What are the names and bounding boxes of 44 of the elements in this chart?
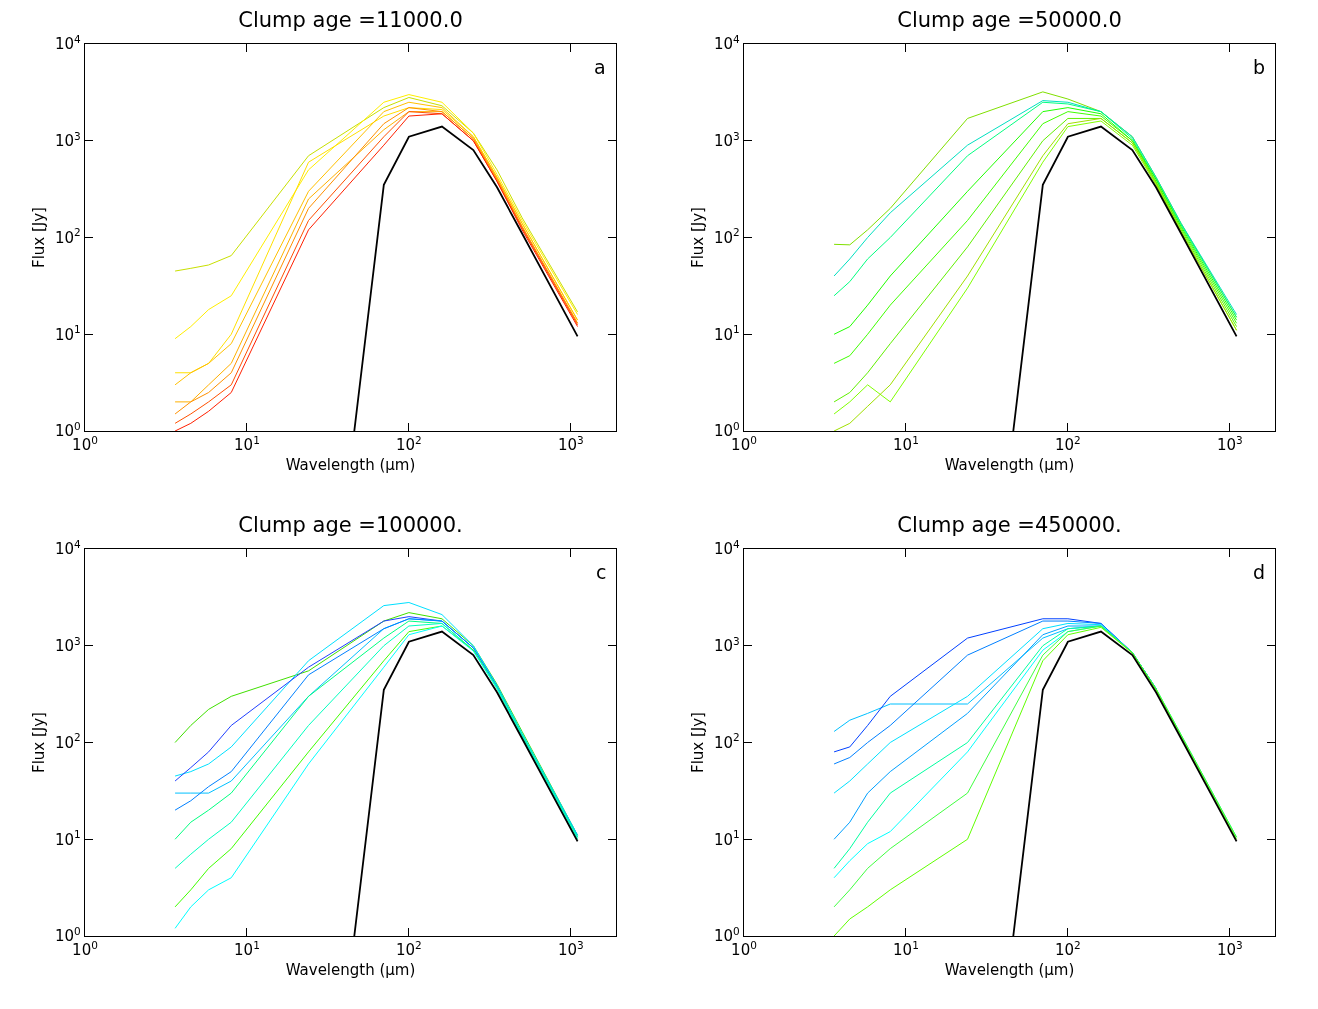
y-tick-label: 10$^{4}$ (714, 32, 741, 54)
y-tick-label: 10$^{1}$ (714, 828, 740, 849)
y-tick-label: 10$^{1}$ (55, 323, 81, 344)
x-tick-label: 10$^{2}$ (396, 433, 422, 455)
x-axis-title: Wavelength (μm) (285, 961, 416, 980)
y-tick-label: 10$^{1}$ (55, 828, 81, 849)
y-tick-label: 10$^{3}$ (55, 634, 81, 655)
y-tick-label: 10$^{2}$ (714, 731, 740, 752)
y-axis-title: Flux [Jy] (689, 712, 708, 773)
x-tick-label: 10$^{3}$ (557, 433, 584, 455)
annotation: a (594, 56, 606, 78)
x-axis-title: Wavelength (μm) (944, 961, 1075, 980)
annotation: b (1253, 56, 1266, 78)
y-tick-label: 10$^{4}$ (714, 537, 741, 559)
x-tick-label: 10$^{2}$ (1055, 433, 1081, 455)
x-axis-title: Wavelength (μm) (285, 456, 416, 475)
x-tick-label: 10$^{1}$ (234, 938, 260, 960)
chart-title: Clump age =450000. (897, 513, 1122, 538)
y-tick-label: 10$^{3}$ (714, 129, 740, 150)
x-tick-label: 10$^{3}$ (557, 938, 584, 960)
x-tick-label: 10$^{3}$ (1216, 938, 1243, 960)
x-tick-label: 10$^{3}$ (1216, 433, 1243, 455)
x-tick-label: 10$^{1}$ (893, 433, 919, 455)
y-axis-title: Flux [Jy] (30, 712, 49, 773)
x-tick-label: 10$^{1}$ (234, 433, 260, 455)
chart-title: Clump age =11000.0 (238, 8, 463, 33)
y-tick-label: 10$^{2}$ (714, 226, 740, 247)
annotation: c (596, 561, 607, 583)
y-tick-label: 10$^{2}$ (55, 226, 81, 247)
y-tick-label: 10$^{3}$ (55, 129, 81, 150)
annotation: d (1253, 561, 1266, 583)
y-axis-title: Flux [Jy] (30, 207, 49, 268)
x-tick-label: 10$^{2}$ (396, 938, 422, 960)
chart-title: Clump age =100000. (238, 513, 463, 538)
y-axis-title: Flux [Jy] (689, 207, 708, 268)
chart-title: Clump age =50000.0 (897, 8, 1122, 33)
y-tick-label: 10$^{2}$ (55, 731, 81, 752)
y-tick-label: 10$^{3}$ (714, 634, 740, 655)
x-axis-title: Wavelength (μm) (944, 456, 1075, 475)
y-tick-label: 10$^{1}$ (714, 323, 740, 344)
y-tick-label: 10$^{4}$ (55, 32, 82, 54)
x-tick-label: 10$^{1}$ (893, 938, 919, 960)
y-tick-label: 10$^{4}$ (55, 537, 82, 559)
x-tick-label: 10$^{2}$ (1055, 938, 1081, 960)
